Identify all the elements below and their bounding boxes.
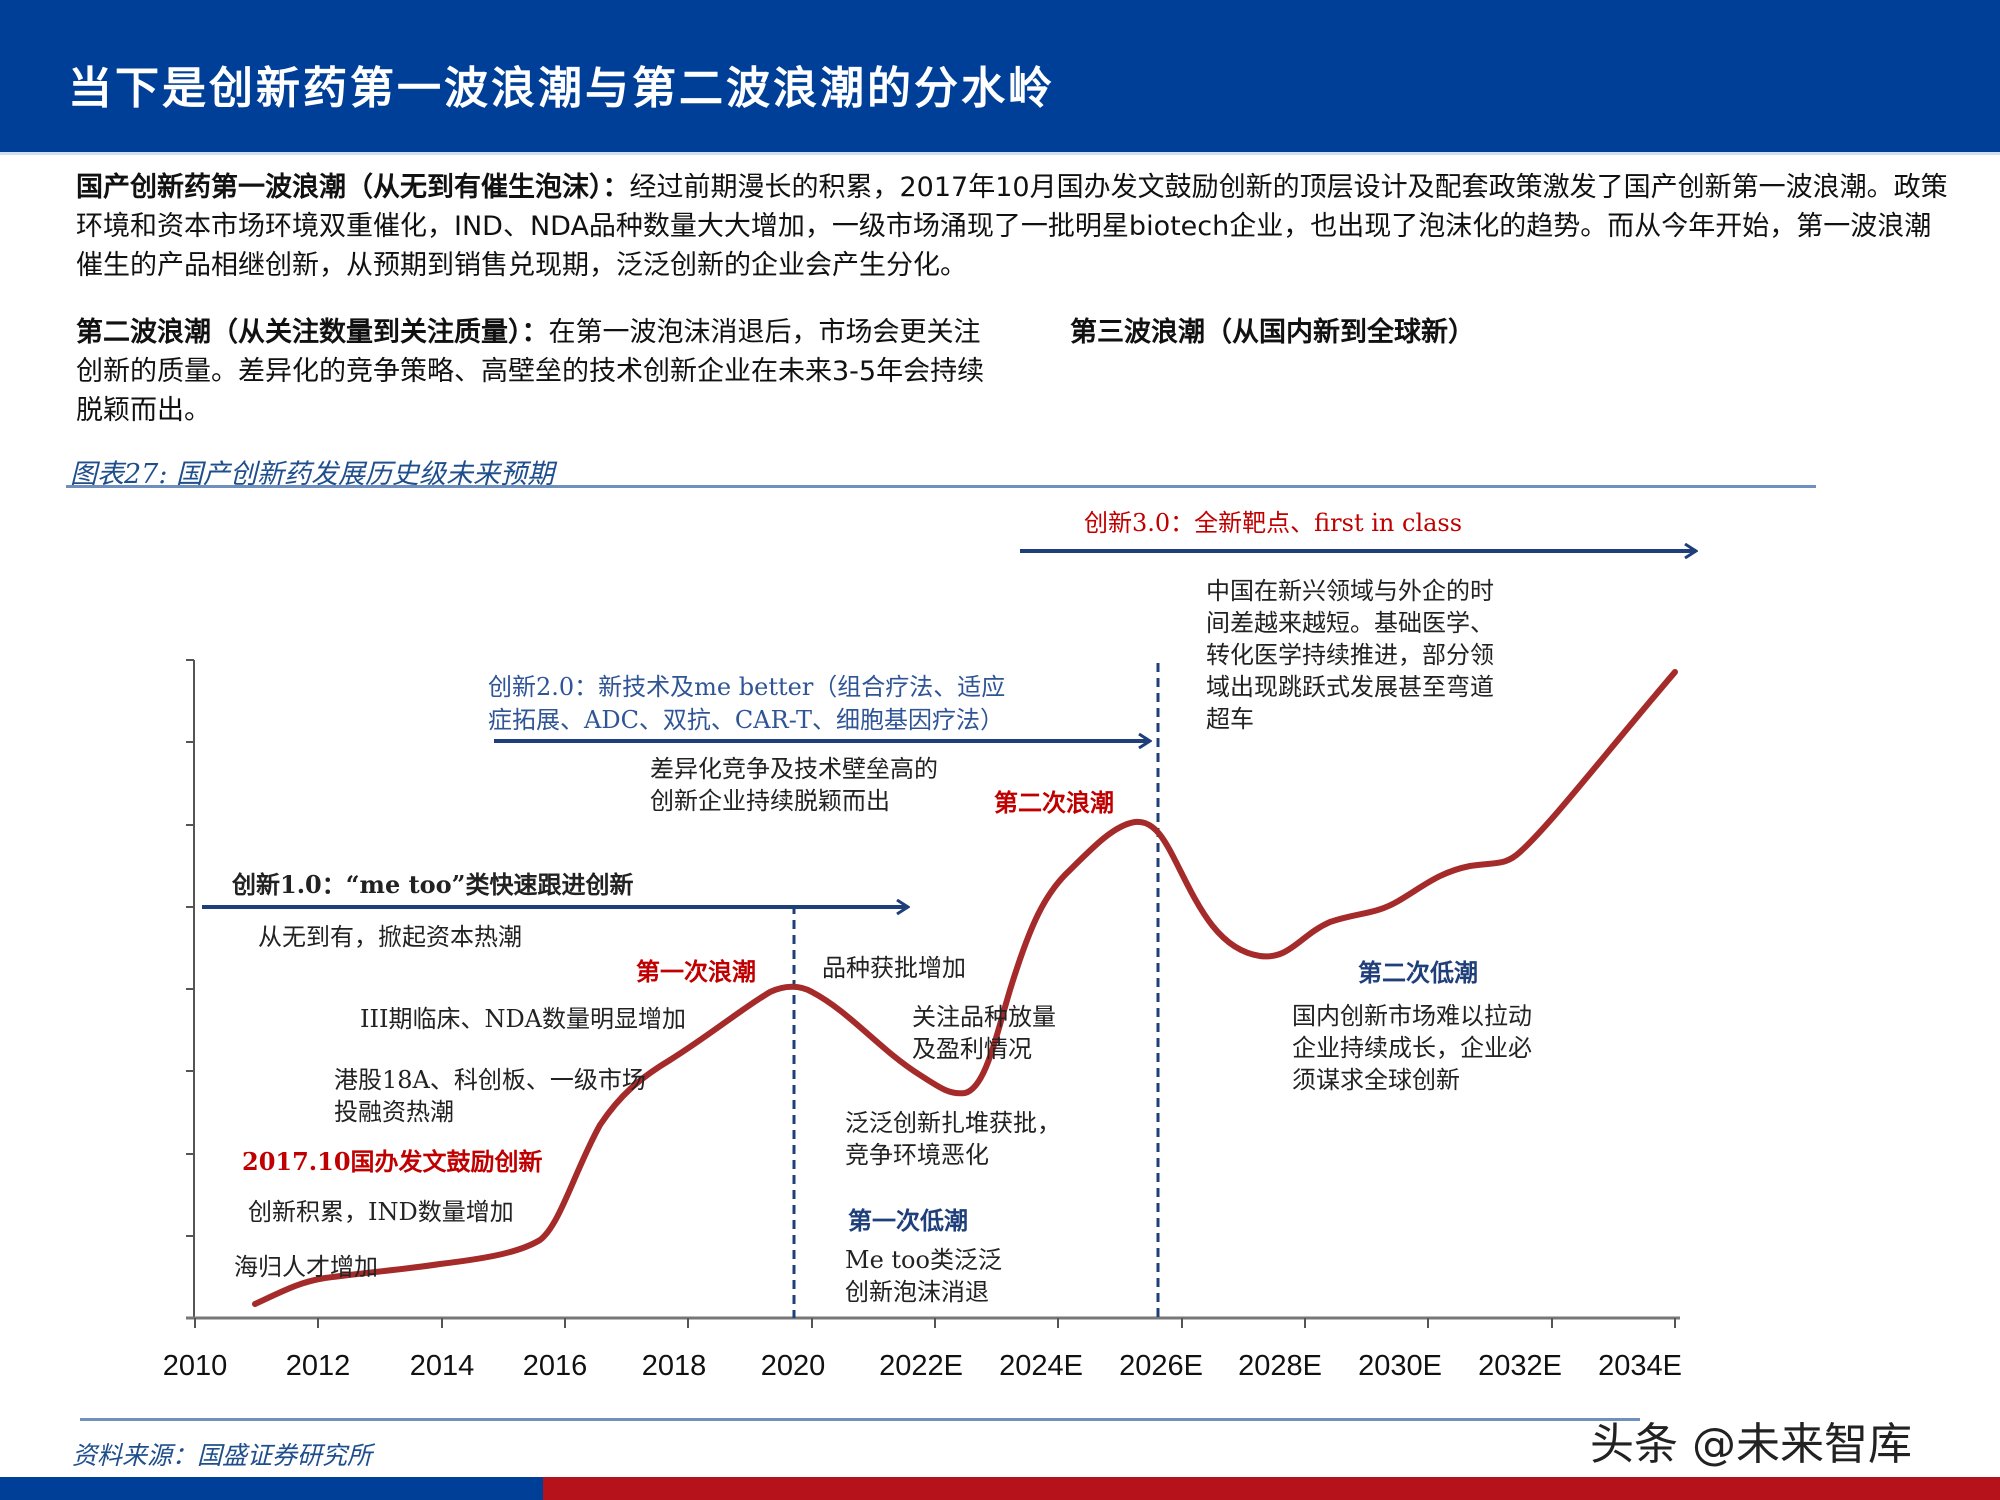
paragraph-wave1: 国产创新药第一波浪潮（从无到有催生泡沫）：经过前期漫长的积累，2017年10月国… bbox=[76, 168, 1956, 285]
y-axis bbox=[186, 659, 195, 1318]
low2-label: 第二次低潮 bbox=[1358, 958, 1478, 987]
slide-title: 当下是创新药第一波浪潮与第二波浪潮的分水岭 bbox=[68, 63, 1055, 114]
annotation: 从无到有，掀起资本热潮 bbox=[258, 923, 522, 951]
annotation: 国内创新市场难以拉动 bbox=[1292, 1002, 1532, 1030]
policy-label: 2017.10国办发文鼓励创新 bbox=[242, 1147, 543, 1176]
annotation: 须谋求全球创新 bbox=[1292, 1066, 1460, 1094]
phase2-label-line1: 创新2.0：新技术及me better（组合疗法、适应 bbox=[488, 673, 1005, 701]
slide-header: 当下是创新药第一波浪潮与第二波浪潮的分水岭 bbox=[0, 0, 2000, 152]
footer-bar-red bbox=[543, 1477, 2000, 1500]
annotation: 海归人才增加 bbox=[234, 1253, 378, 1281]
annotation: 中国在新兴领域与外企的时 bbox=[1206, 577, 1494, 605]
wave2-label: 第二次浪潮 bbox=[994, 788, 1114, 817]
annotation: 差异化竞争及技术壁垒高的 bbox=[650, 755, 938, 783]
paragraph-wave2: 第二波浪潮（从关注数量到关注质量）：在第一波泡沫消退后，市场会更关注创新的质量。… bbox=[76, 313, 996, 430]
annotation: 间差越来越短。基础医学、 bbox=[1206, 609, 1494, 637]
x-tick-label: 2026E bbox=[1119, 1350, 1203, 1382]
annotation: 泛泛创新扎堆获批， bbox=[845, 1109, 1061, 1137]
x-tick-label: 2028E bbox=[1238, 1350, 1322, 1382]
wave3-heading: 第三波浪潮（从国内新到全球新） bbox=[1070, 317, 1475, 348]
annotation: III期临床、NDA数量明显增加 bbox=[360, 1005, 686, 1033]
annotation: 关注品种放量 bbox=[912, 1003, 1056, 1031]
x-tick-label: 2014 bbox=[410, 1350, 475, 1382]
x-tick-label: 2010 bbox=[163, 1350, 228, 1382]
low1-label: 第一次低潮 bbox=[848, 1206, 968, 1235]
x-tick-label: 2012 bbox=[286, 1350, 351, 1382]
phase2-label-line2: 症拓展、ADC、双抗、CAR-T、细胞基因疗法） bbox=[488, 706, 1004, 734]
phase1-label: 创新1.0：“me too”类快速跟进创新 bbox=[231, 870, 633, 899]
annotation: 及盈利情况 bbox=[912, 1035, 1032, 1063]
wave1-body: 经过前期漫长的积累，2017年10月国办发文鼓励创新的顶层设计及配套政策激发了国… bbox=[76, 172, 1948, 281]
x-tick-label: 2024E bbox=[999, 1350, 1083, 1382]
wave1-heading: 国产创新药第一波浪潮（从无到有催生泡沫）： bbox=[76, 172, 630, 203]
x-tick-label: 2034E bbox=[1598, 1350, 1682, 1382]
annotation: 超车 bbox=[1206, 705, 1254, 733]
annotation: Me too类泛泛 bbox=[845, 1246, 1002, 1274]
annotation: 创新泡沫消退 bbox=[845, 1278, 989, 1306]
x-axis: 2010 2012 2014 2016 2018 2020 2022E 2024… bbox=[163, 1316, 1682, 1382]
caption-divider bbox=[66, 485, 1816, 488]
annotation: 竞争环境恶化 bbox=[845, 1141, 989, 1169]
watermark: 头条 @未来智库 bbox=[1590, 1419, 1912, 1470]
annotation: 品种获批增加 bbox=[822, 954, 966, 982]
wave2-body: 在第一波泡沫消退后，市场会更关注创新的质量。差异化的竞争策略、高壁垒的技术创新企… bbox=[76, 317, 985, 426]
development-curve bbox=[252, 669, 1678, 1307]
phase3-label: 创新3.0：全新靶点、first in class bbox=[1084, 509, 1462, 537]
annotation: 创新企业持续脱颖而出 bbox=[650, 787, 890, 815]
footer-divider bbox=[80, 1418, 1640, 1421]
x-tick-label: 2022E bbox=[879, 1350, 963, 1382]
x-tick-label: 2020 bbox=[761, 1350, 826, 1382]
annotation: 港股18A、科创板、一级市场 bbox=[334, 1066, 646, 1094]
figure-caption: 图表27: 国产创新药发展历史级未来预期 bbox=[70, 459, 555, 490]
header-divider bbox=[0, 152, 2000, 155]
annotation: 转化医学持续推进，部分领 bbox=[1206, 641, 1494, 669]
source-note: 资料来源：国盛证券研究所 bbox=[72, 1441, 373, 1470]
wave1-label: 第一次浪潮 bbox=[636, 957, 756, 986]
x-tick-label: 2018 bbox=[642, 1350, 707, 1382]
annotation: 投融资热潮 bbox=[334, 1098, 454, 1126]
x-tick-label: 2030E bbox=[1358, 1350, 1442, 1382]
annotation: 企业持续成长，企业必 bbox=[1292, 1034, 1532, 1062]
annotation: 创新积累，IND数量增加 bbox=[248, 1198, 514, 1226]
wave2-heading: 第二波浪潮（从关注数量到关注质量）： bbox=[76, 317, 549, 348]
x-tick-label: 2016 bbox=[523, 1350, 588, 1382]
x-tick-label: 2032E bbox=[1478, 1350, 1562, 1382]
annotation: 域出现跳跃式发展甚至弯道 bbox=[1206, 673, 1494, 701]
footer-bar-blue bbox=[0, 1477, 543, 1500]
